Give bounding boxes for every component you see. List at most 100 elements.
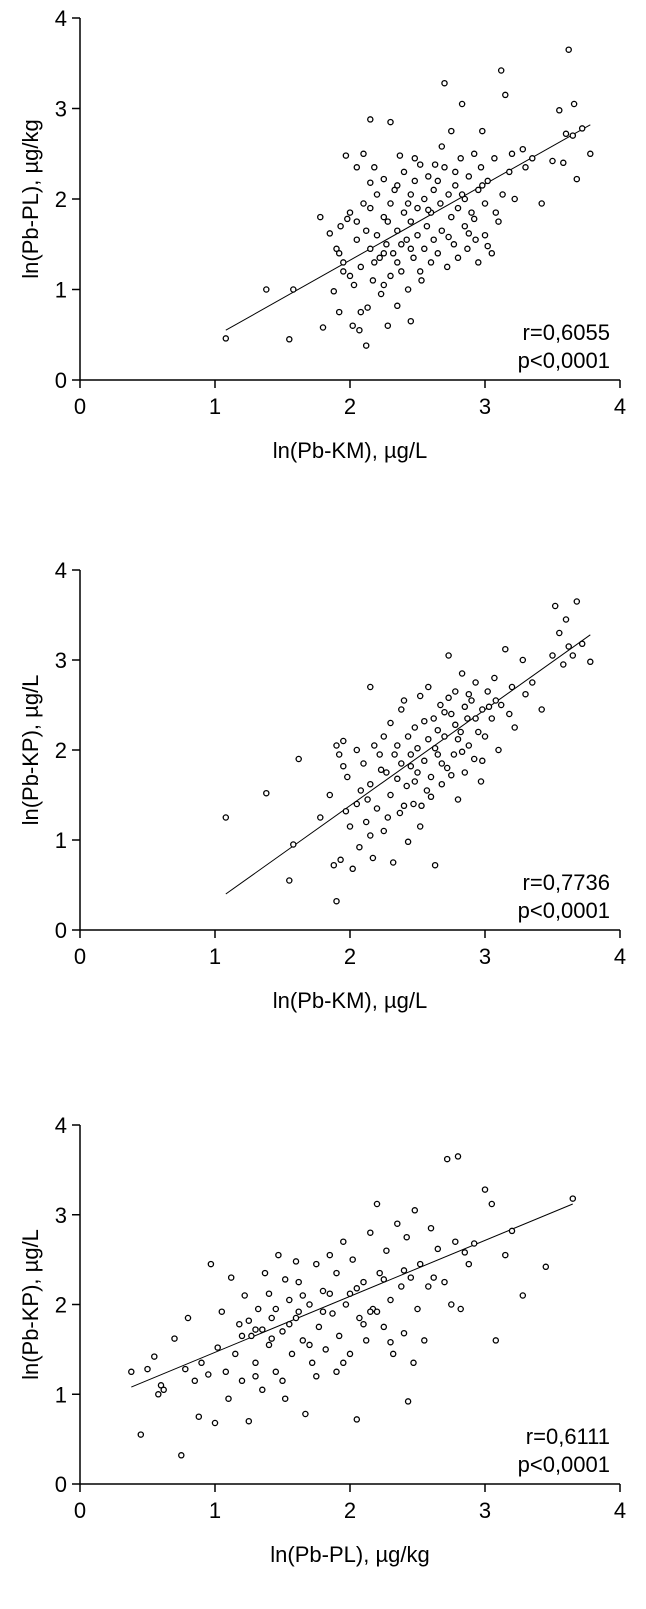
data-point (492, 697, 500, 704)
data-point (380, 213, 388, 221)
data-point (263, 789, 270, 797)
data-point (506, 168, 513, 176)
data-point (330, 288, 338, 295)
data-point (421, 1337, 428, 1344)
data-point (259, 1386, 266, 1394)
data-point (560, 159, 567, 167)
y-tick-label: 0 (55, 918, 67, 943)
data-point (198, 1359, 205, 1367)
data-point (344, 773, 351, 781)
data-point (506, 710, 513, 718)
data-point (481, 733, 489, 740)
data-point (431, 161, 439, 168)
data-point (470, 755, 478, 763)
data-point (151, 1353, 158, 1360)
data-point (569, 1195, 577, 1202)
data-point (335, 751, 343, 758)
data-point (445, 233, 452, 241)
correlation-annotation: r=0,6111 (526, 1424, 610, 1449)
data-point (400, 1267, 408, 1274)
data-point (357, 263, 365, 271)
data-point (342, 1301, 350, 1308)
data-point (491, 674, 498, 682)
data-point (340, 259, 347, 266)
data-point (448, 213, 455, 221)
x-axis-title: ln(Pb-KM), µg/L (273, 438, 428, 463)
data-point (434, 1245, 442, 1253)
data-point (452, 1238, 459, 1245)
data-point (414, 744, 421, 752)
data-point (315, 1323, 323, 1331)
data-point (259, 1326, 266, 1333)
data-point (286, 877, 293, 884)
data-point (529, 679, 536, 686)
data-point (317, 213, 324, 221)
y-tick-label: 0 (55, 368, 67, 393)
data-point (475, 259, 482, 266)
data-point (458, 191, 466, 198)
data-point (389, 859, 397, 866)
data-point (400, 697, 408, 704)
data-point (373, 1308, 381, 1315)
data-point (452, 182, 459, 189)
data-point (465, 742, 473, 749)
data-point (461, 703, 469, 711)
data-point (418, 802, 425, 810)
data-point (268, 1314, 275, 1322)
data-point (333, 245, 340, 253)
data-point (290, 286, 297, 293)
data-point (252, 1326, 259, 1333)
data-point (407, 751, 415, 758)
data-point (218, 1308, 226, 1315)
data-point (380, 733, 388, 740)
x-tick-label: 0 (74, 944, 86, 969)
y-tick-label: 1 (55, 1382, 67, 1407)
data-point (383, 769, 390, 776)
data-point (481, 1186, 489, 1193)
data-point (396, 152, 404, 159)
data-point (495, 218, 502, 225)
data-point (472, 236, 479, 243)
data-point (340, 268, 347, 275)
x-tick-label: 0 (74, 394, 86, 419)
data-point (353, 164, 361, 171)
data-point (373, 191, 381, 198)
data-point (272, 1305, 280, 1313)
data-point (356, 1314, 363, 1322)
x-tick-label: 0 (74, 1498, 86, 1523)
data-point (160, 1386, 167, 1394)
data-point (333, 742, 340, 749)
data-point (349, 865, 356, 873)
data-point (430, 715, 437, 722)
data-point (394, 742, 401, 749)
data-point (421, 245, 428, 253)
data-point (479, 757, 486, 765)
data-point (335, 308, 343, 316)
data-point (437, 701, 444, 709)
data-point (443, 764, 451, 772)
y-axis-title: ln(Pb-KP), µg/L (18, 675, 43, 826)
data-point (384, 218, 392, 225)
data-point (317, 814, 324, 821)
data-point (441, 708, 448, 716)
data-point (222, 1368, 230, 1376)
data-point (551, 602, 559, 610)
data-point (340, 737, 347, 745)
data-point (254, 1305, 262, 1313)
data-point (211, 1419, 219, 1427)
data-point (410, 800, 417, 808)
data-point (207, 1260, 215, 1268)
data-point (403, 782, 410, 790)
data-point (418, 277, 425, 284)
y-tick-label: 2 (55, 1293, 67, 1318)
data-point (306, 1301, 313, 1308)
data-point (268, 1335, 275, 1342)
data-point (333, 1368, 340, 1376)
data-point (241, 1292, 248, 1299)
data-point (360, 760, 367, 767)
scatter-panel-1: 0 1 2 3 4 0 1 2 3 4 ln(Pb-KM), µg/L ln(Pb-PL), µg/k… (18, 6, 626, 463)
data-point (569, 652, 577, 659)
data-point (488, 715, 496, 722)
data-point (452, 688, 459, 695)
